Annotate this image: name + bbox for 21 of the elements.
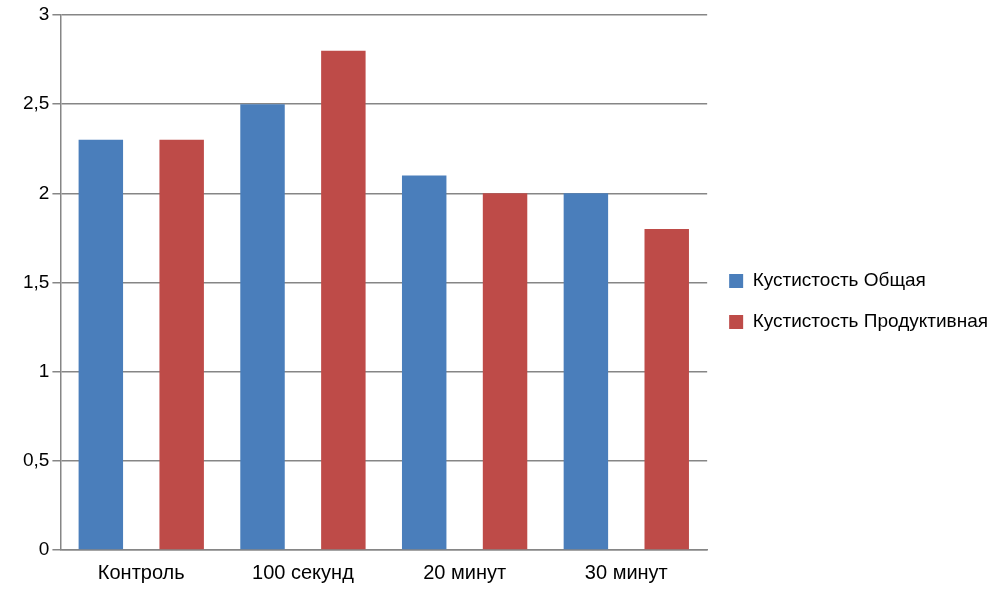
y-tick-label: 2,5 — [22, 92, 50, 114]
y-tick-label: 1,5 — [22, 270, 50, 292]
bar — [482, 193, 528, 550]
bar — [321, 50, 366, 550]
bar — [644, 229, 689, 550]
bar — [401, 175, 447, 550]
legend-label: Кустистость Общая — [752, 269, 926, 291]
y-tick-label: 0 — [38, 538, 50, 560]
y-tick-label: 3 — [38, 3, 50, 25]
y-tick-label: 1 — [38, 359, 50, 381]
x-tick-label: 100 секунд — [252, 560, 355, 583]
bar — [240, 104, 285, 550]
y-tick-label: 2 — [38, 181, 50, 203]
x-tick-label: Контроль — [97, 560, 185, 583]
y-tick-label: 0,5 — [22, 449, 50, 471]
bar — [563, 193, 609, 550]
legend-label: Кустистость Продуктивная — [752, 310, 989, 332]
bar — [78, 139, 124, 550]
x-tick-label: 20 минут — [423, 560, 507, 583]
bar — [159, 139, 204, 550]
x-tick-label: 30 минут — [584, 560, 668, 583]
